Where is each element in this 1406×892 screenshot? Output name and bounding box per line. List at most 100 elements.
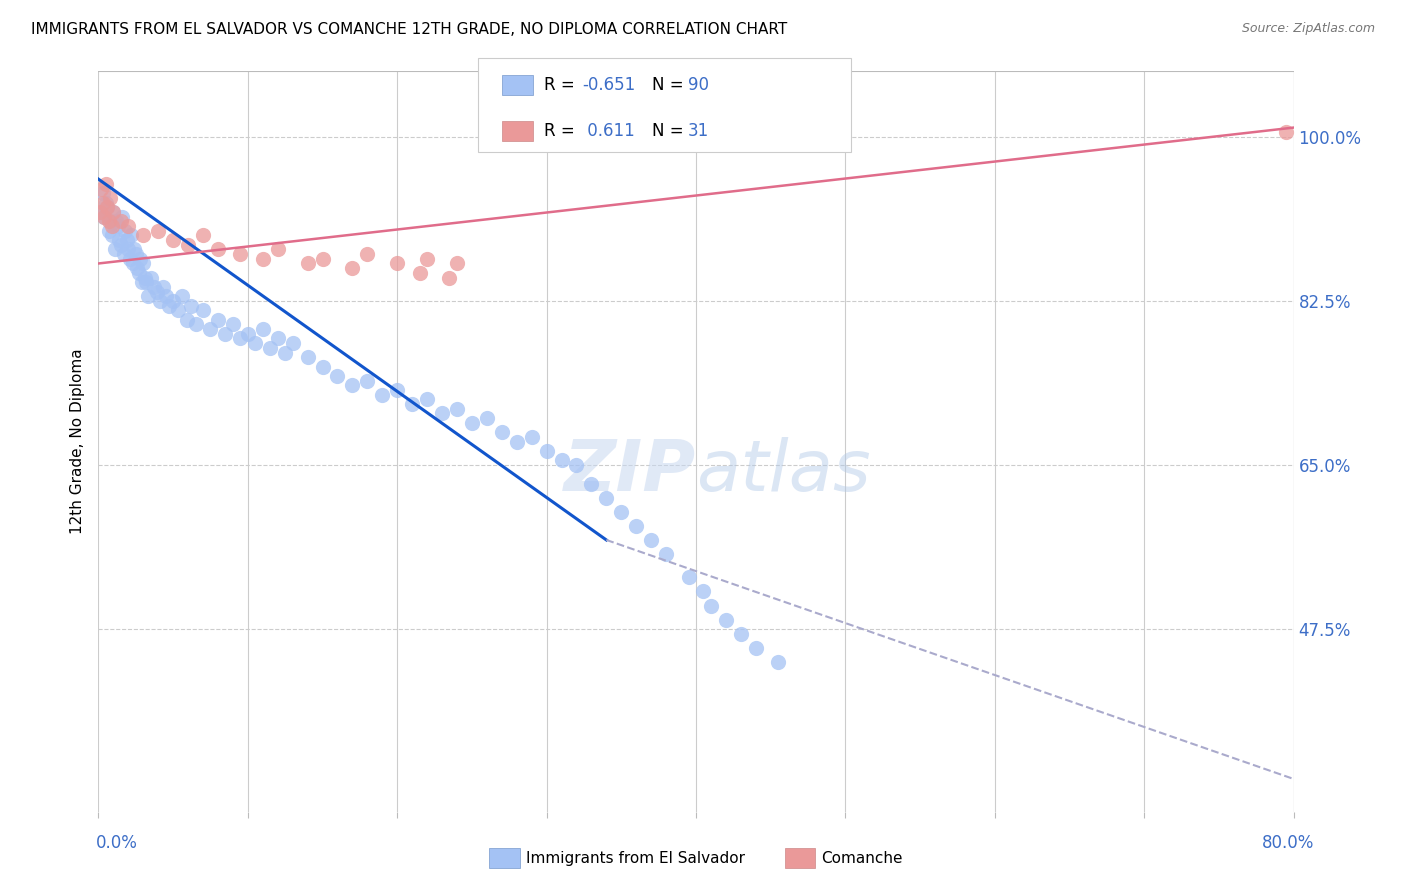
Point bbox=[112, 247, 135, 261]
Point bbox=[678, 570, 700, 584]
Text: Source: ZipAtlas.com: Source: ZipAtlas.com bbox=[1241, 22, 1375, 36]
Point bbox=[491, 425, 513, 439]
Point bbox=[229, 247, 252, 261]
Point bbox=[342, 378, 364, 392]
Point bbox=[107, 219, 129, 233]
Point bbox=[191, 303, 214, 318]
Point bbox=[229, 331, 252, 345]
Point bbox=[117, 219, 139, 233]
Point bbox=[297, 256, 319, 270]
Point bbox=[385, 383, 409, 397]
Point bbox=[274, 345, 297, 359]
Point bbox=[371, 387, 394, 401]
Point bbox=[90, 205, 112, 219]
Point bbox=[408, 266, 430, 280]
Point bbox=[91, 186, 114, 201]
Point bbox=[430, 406, 453, 420]
Point bbox=[207, 243, 229, 257]
Point bbox=[93, 210, 115, 224]
Point bbox=[252, 252, 274, 266]
Point bbox=[134, 270, 156, 285]
Text: 31: 31 bbox=[688, 122, 709, 140]
Point bbox=[236, 326, 259, 341]
Point bbox=[356, 247, 378, 261]
Point bbox=[385, 256, 409, 270]
Point bbox=[326, 368, 349, 383]
Point bbox=[259, 341, 281, 355]
Point bbox=[626, 519, 648, 533]
Point bbox=[120, 228, 142, 243]
Text: N =: N = bbox=[652, 76, 689, 94]
Point bbox=[446, 401, 468, 416]
Point bbox=[97, 214, 120, 228]
Point bbox=[207, 312, 229, 326]
Point bbox=[110, 237, 132, 252]
Point bbox=[91, 195, 114, 210]
Point bbox=[461, 416, 484, 430]
Point bbox=[267, 243, 290, 257]
Point bbox=[766, 655, 789, 669]
Point bbox=[176, 312, 198, 326]
Point bbox=[162, 293, 184, 308]
Point bbox=[98, 191, 122, 205]
Point bbox=[114, 224, 136, 238]
Point bbox=[98, 214, 122, 228]
Point bbox=[94, 177, 117, 191]
Point bbox=[311, 359, 333, 374]
Text: 0.611: 0.611 bbox=[582, 122, 636, 140]
Point bbox=[148, 224, 170, 238]
Point bbox=[145, 285, 167, 299]
Point bbox=[416, 392, 439, 407]
Point bbox=[356, 374, 378, 388]
Point bbox=[89, 205, 111, 219]
Point bbox=[129, 252, 152, 266]
Point bbox=[550, 453, 572, 467]
Text: N =: N = bbox=[652, 122, 689, 140]
Point bbox=[655, 547, 678, 561]
Point bbox=[115, 233, 138, 247]
Point bbox=[128, 266, 150, 280]
Point bbox=[155, 289, 177, 303]
Point bbox=[191, 228, 214, 243]
Point bbox=[132, 228, 155, 243]
Point bbox=[124, 243, 146, 257]
Point bbox=[121, 256, 143, 270]
Point bbox=[342, 261, 364, 276]
Point bbox=[267, 331, 290, 345]
Point bbox=[139, 270, 162, 285]
Point bbox=[245, 336, 267, 351]
Point bbox=[105, 214, 128, 228]
Text: 90: 90 bbox=[688, 76, 709, 94]
Text: ZIP: ZIP bbox=[564, 437, 696, 506]
Point bbox=[96, 200, 118, 214]
Text: 0.0%: 0.0% bbox=[96, 834, 138, 852]
Point bbox=[610, 505, 633, 519]
Point bbox=[506, 434, 529, 449]
Text: R =: R = bbox=[544, 122, 581, 140]
Point bbox=[214, 326, 236, 341]
Text: R =: R = bbox=[544, 76, 581, 94]
Point bbox=[136, 289, 159, 303]
Point bbox=[117, 243, 139, 257]
Point bbox=[714, 613, 737, 627]
Point bbox=[132, 256, 155, 270]
Point bbox=[700, 599, 723, 613]
Point bbox=[200, 322, 222, 336]
Point bbox=[730, 626, 752, 640]
Point bbox=[104, 243, 127, 257]
Point bbox=[222, 318, 245, 332]
Point bbox=[127, 261, 149, 276]
Point bbox=[297, 350, 319, 364]
Point bbox=[149, 293, 172, 308]
Point bbox=[416, 252, 439, 266]
Text: IMMIGRANTS FROM EL SALVADOR VS COMANCHE 12TH GRADE, NO DIPLOMA CORRELATION CHART: IMMIGRANTS FROM EL SALVADOR VS COMANCHE … bbox=[31, 22, 787, 37]
Point bbox=[108, 233, 131, 247]
Point bbox=[111, 210, 134, 224]
Point bbox=[162, 233, 184, 247]
Point bbox=[101, 228, 124, 243]
Point bbox=[135, 275, 157, 289]
Point bbox=[131, 275, 153, 289]
Point bbox=[96, 200, 118, 214]
Point bbox=[118, 252, 141, 266]
Point bbox=[172, 289, 194, 303]
